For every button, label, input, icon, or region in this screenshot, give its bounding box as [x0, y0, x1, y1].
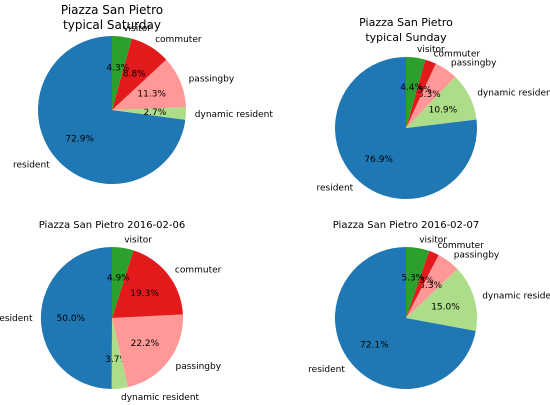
slice-percent-commuter: 2.5%: [409, 85, 432, 95]
slice-percent-dynamic-resident: 15.0%: [431, 302, 460, 312]
pie-slice-passingby: [406, 63, 456, 128]
pie-slice-dynamic-resident: [112, 107, 187, 120]
pie-slice-visitor: [406, 57, 426, 128]
slice-percent-passingby: 11.3%: [137, 90, 166, 100]
slice-percent-resident: 76.9%: [364, 155, 393, 165]
slice-percent-resident: 50.0%: [57, 314, 86, 324]
slice-percent-passingby: 5.3%: [418, 90, 441, 100]
slice-percent-visitor: 4.3%: [106, 64, 129, 74]
slice-percent-dynamic-resident: 3.7%: [105, 355, 128, 365]
slice-label-resident: resident: [0, 314, 33, 324]
chart-title: typical Saturday: [63, 18, 161, 32]
slice-label-visitor: visitor: [417, 45, 445, 55]
slice-label-visitor: visitor: [124, 235, 152, 245]
pie-slice-resident: [40, 246, 112, 389]
slice-percent-visitor: 5.3%: [401, 273, 424, 283]
slice-percent-resident: 72.9%: [65, 134, 94, 144]
pie-panel-2: Piazza San Pietro typical Sunday resident 7…: [316, 16, 550, 200]
pie-slice-commuter: [112, 250, 183, 318]
pie-slice-visitor: [112, 247, 134, 318]
pie-slice-resident: [334, 247, 476, 389]
pie-slice-commuter: [406, 250, 439, 318]
pie-panel-4: Piazza San Pietro 2016-02-07 resident 72.1…: [308, 220, 550, 389]
slice-percent-resident: 72.1%: [360, 340, 389, 350]
slice-label-visitor: visitor: [419, 236, 447, 246]
slice-label-resident: resident: [308, 365, 345, 375]
pie-slice-dynamic-resident: [111, 318, 129, 390]
slice-label-resident: resident: [316, 184, 353, 194]
slice-percent-commuter: 8.8%: [123, 69, 146, 79]
slice-label-passingby: passingby: [176, 362, 222, 372]
slice-label-dynamic-resident: dynamic resident: [195, 110, 274, 120]
slice-label-visitor: visitor: [123, 24, 151, 34]
chart-title: Piazza San Pietro 2016-02-07: [333, 220, 479, 231]
slice-percent-visitor: 4.4%: [400, 83, 423, 93]
slice-label-dynamic-resident: dynamic resident: [477, 89, 550, 99]
pie-slice-visitor: [112, 35, 132, 110]
pie-slice-dynamic-resident: [406, 269, 477, 331]
slice-percent-commuter: 19.3%: [130, 289, 159, 299]
slice-percent-dynamic-resident: 2.7%: [143, 108, 166, 118]
slice-label-passingby: passingby: [454, 250, 500, 260]
pie-slice-passingby: [112, 314, 183, 388]
slice-percent-passingby: 5.3%: [419, 281, 442, 291]
pie-slice-passingby: [112, 59, 186, 110]
slice-percent-commuter: 2.3%: [411, 276, 434, 286]
pie-slice-passingby: [406, 254, 458, 318]
slice-label-commuter: commuter: [437, 241, 484, 251]
pie-slice-commuter: [406, 59, 436, 129]
slice-label-dynamic-resident: dynamic resident: [121, 393, 200, 403]
pie-slice-commuter: [112, 38, 167, 110]
pie-slice-resident: [334, 57, 477, 200]
slice-label-dynamic-resident: dynamic resident: [482, 291, 550, 301]
pie-panel-3: Piazza San Pietro 2016-02-06 resident 50.0…: [0, 220, 222, 403]
slice-label-commuter: commuter: [434, 49, 481, 59]
pie-slice-visitor: [406, 246, 430, 318]
chart-title: Piazza San Pietro: [61, 3, 163, 17]
slice-percent-visitor: 4.9%: [107, 273, 130, 283]
slice-label-resident: resident: [13, 161, 50, 171]
slice-label-passingby: passingby: [189, 74, 235, 84]
chart-title: typical Sunday: [365, 31, 447, 44]
pie-slice-dynamic-resident: [406, 76, 477, 128]
slice-label-commuter: commuter: [155, 35, 202, 45]
pie-slice-resident: [38, 36, 186, 185]
slice-label-commuter: commuter: [175, 265, 222, 275]
chart-title: Piazza San Pietro 2016-02-06: [39, 220, 185, 231]
slice-percent-passingby: 22.2%: [131, 339, 160, 349]
slice-label-passingby: passingby: [451, 58, 497, 68]
chart-title: Piazza San Pietro: [359, 16, 453, 29]
slice-percent-dynamic-resident: 10.9%: [429, 106, 458, 116]
